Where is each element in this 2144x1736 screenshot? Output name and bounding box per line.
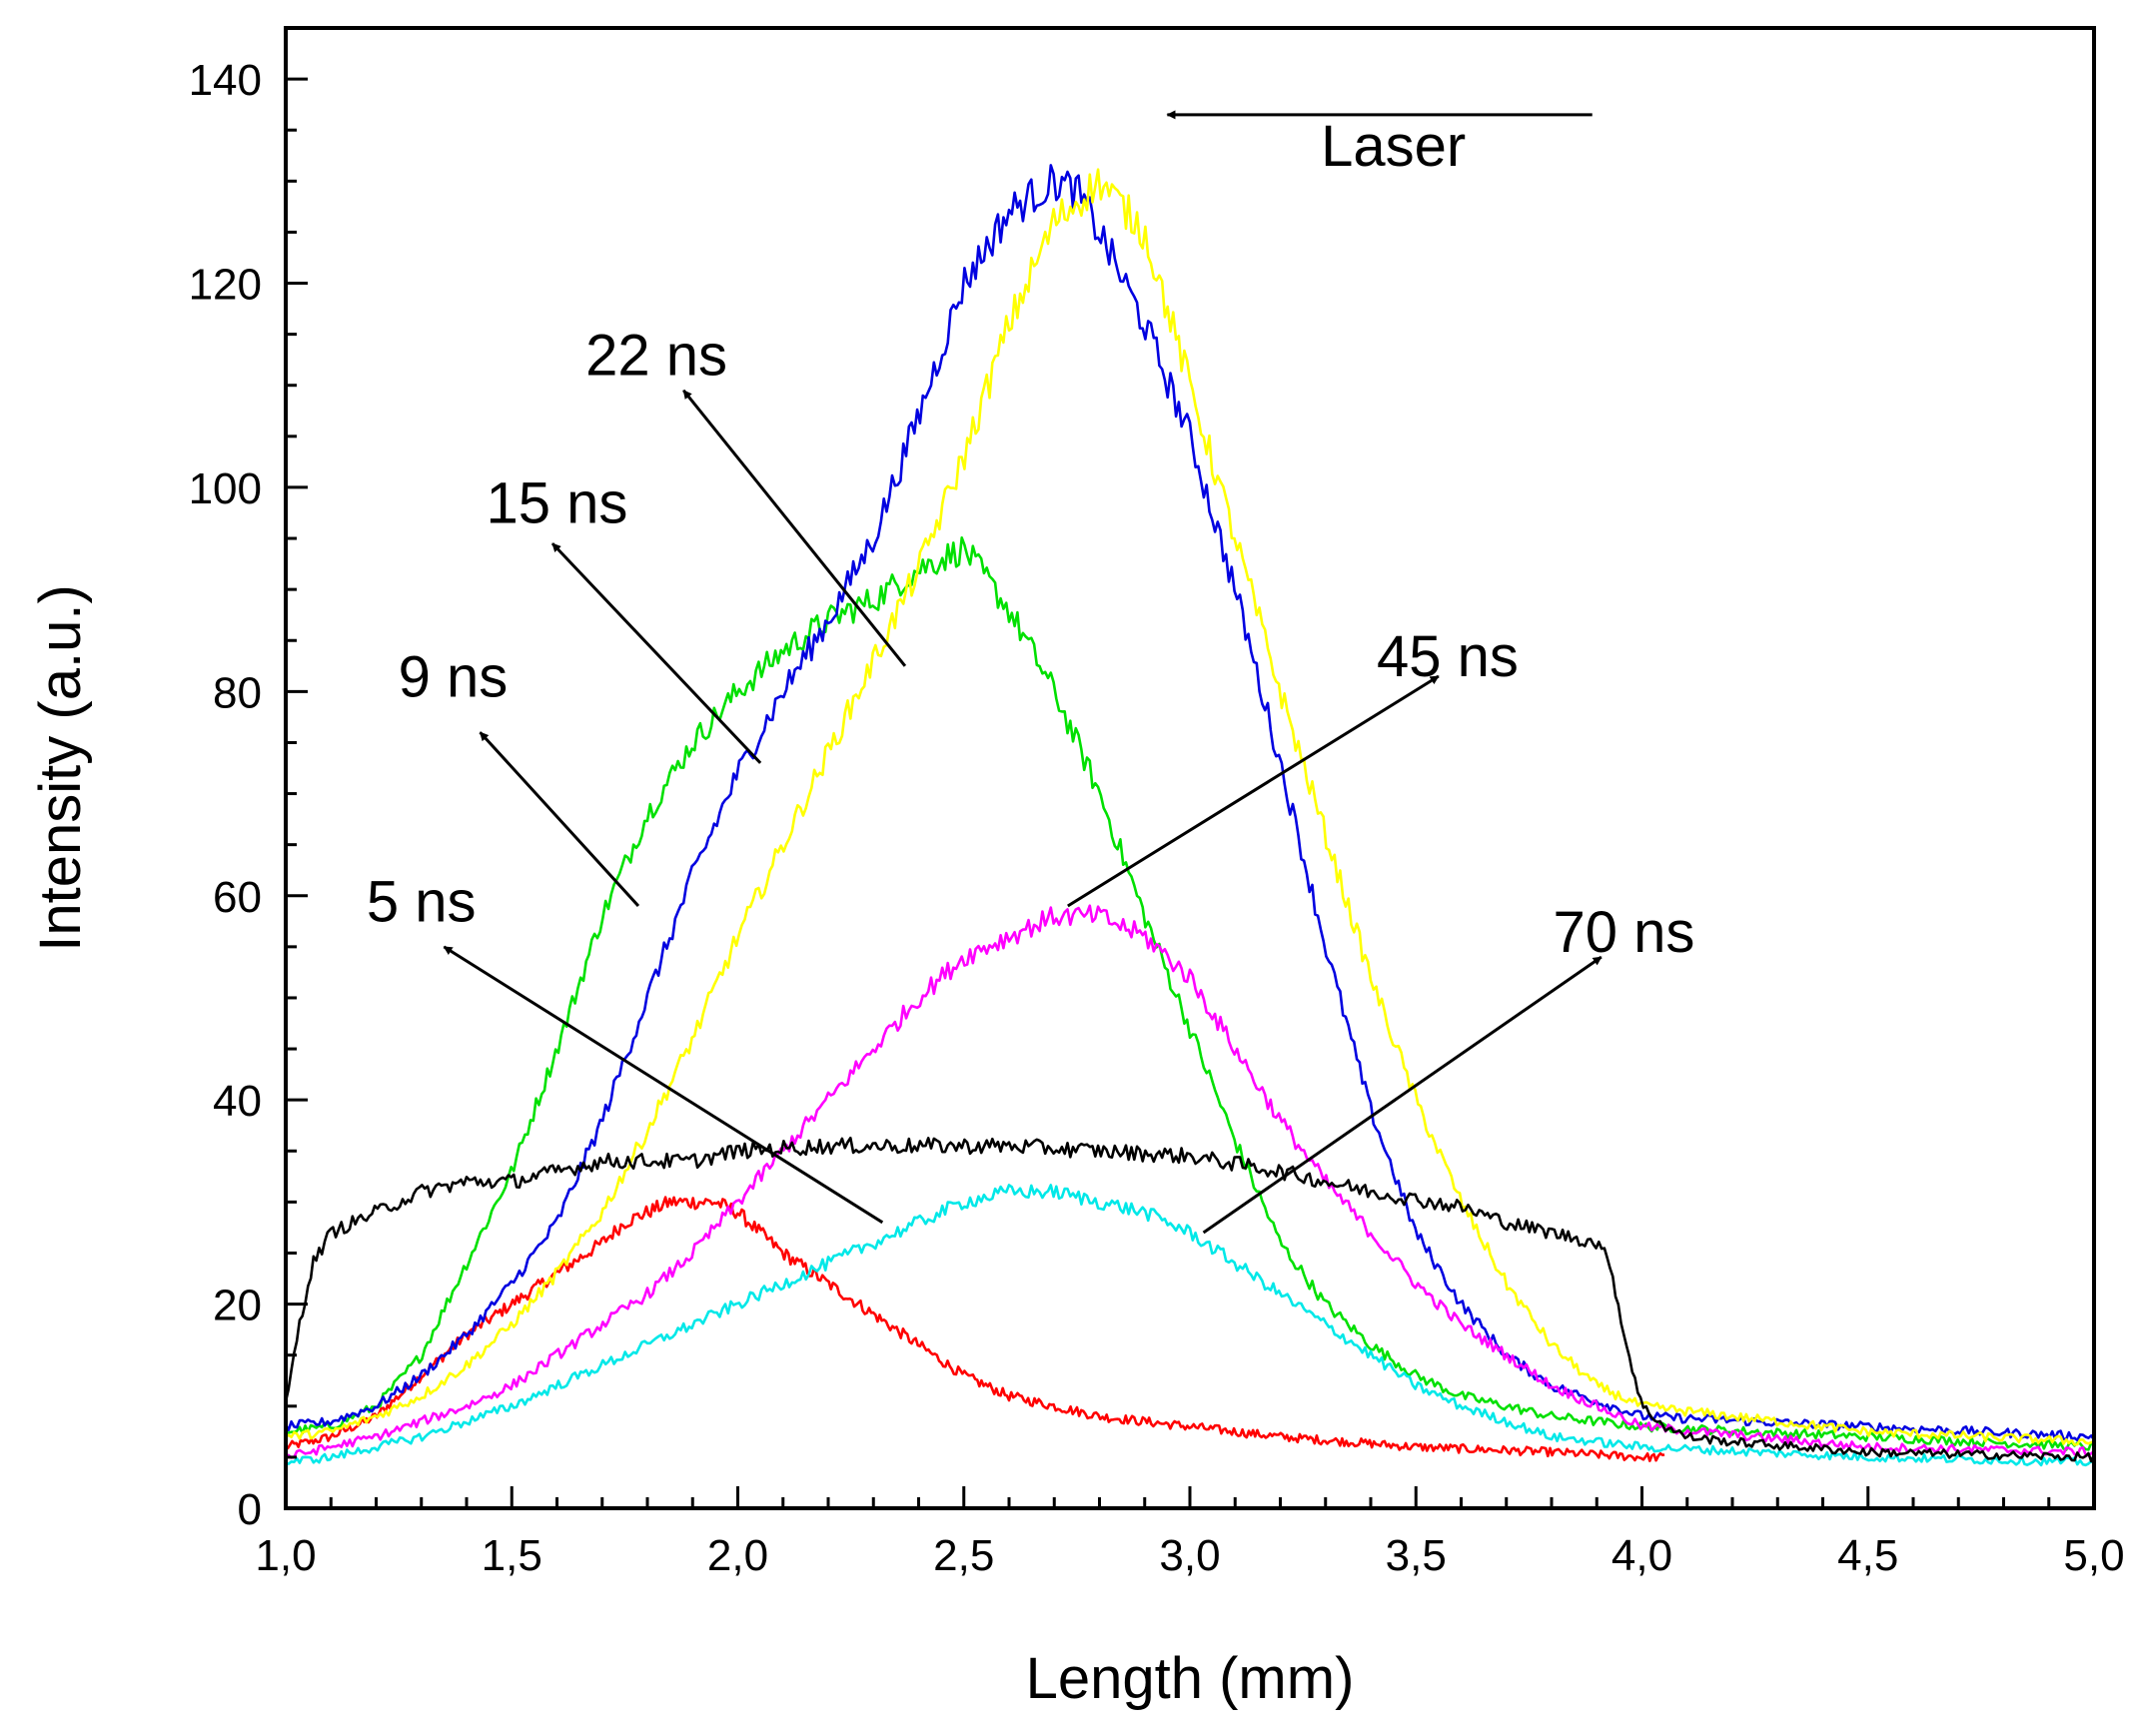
x-tick-label: 3,5 xyxy=(1386,1531,1447,1580)
y-tick-label: 140 xyxy=(189,56,262,105)
x-axis: 1,0 1,5 2,0 2,5 3,0 3,5 4,0 4,5 5,0 xyxy=(255,1486,2125,1580)
x-tick-label: 4,0 xyxy=(1611,1531,1672,1580)
series-layer xyxy=(284,164,2096,1467)
x-tick-label: 1,0 xyxy=(255,1531,316,1580)
y-tick-label: 60 xyxy=(213,873,262,922)
annotation-45-ns: 45 ns xyxy=(1377,624,1519,689)
annotation-arrow xyxy=(682,389,907,667)
x-tick-label: 2,0 xyxy=(707,1531,768,1580)
y-axis: 0 20 40 60 80 100 120 140 xyxy=(189,56,308,1534)
series-line-45-ns xyxy=(285,904,2095,1459)
annotation-arrow xyxy=(1202,955,1603,1235)
y-axis-title: Intensity (a.u.) xyxy=(28,584,93,951)
y-tick-label: 100 xyxy=(189,464,262,513)
annotation-layer: 5 ns 9 ns 15 ns 22 ns 45 ns 70 ns Laser xyxy=(367,110,1694,1235)
series-line-70-ns xyxy=(285,1184,2095,1467)
x-tick-label: 5,0 xyxy=(2063,1531,2124,1580)
series-line-22-ns xyxy=(285,168,2095,1446)
x-tick-label: 4,5 xyxy=(1837,1531,1898,1580)
x-tick-label: 1,5 xyxy=(482,1531,542,1580)
y-tick-label: 120 xyxy=(189,261,262,310)
x-tick-label: 3,0 xyxy=(1159,1531,1220,1580)
annotation-arrow xyxy=(1067,674,1440,908)
annotation-9-ns: 9 ns xyxy=(399,644,509,709)
y-tick-label: 20 xyxy=(213,1282,262,1330)
plot-area-frame xyxy=(284,26,2096,1510)
annotation-laser: Laser xyxy=(1321,114,1466,179)
annotation-22-ns: 22 ns xyxy=(585,324,727,389)
annotation-70-ns: 70 ns xyxy=(1553,900,1694,965)
x-tick-label: 2,5 xyxy=(933,1531,994,1580)
series-line-5-ns xyxy=(284,1196,1665,1462)
x-axis-title: Length (mm) xyxy=(1026,1646,1355,1711)
annotation-arrow xyxy=(479,731,640,907)
y-tick-label: 80 xyxy=(213,668,262,717)
annotation-arrow xyxy=(443,945,884,1225)
series-line-100-ns xyxy=(284,1136,2096,1463)
annotation-15-ns: 15 ns xyxy=(487,471,628,536)
y-tick-label: 40 xyxy=(213,1077,262,1126)
annotation-5-ns: 5 ns xyxy=(367,869,477,934)
y-tick-label: 0 xyxy=(238,1485,262,1534)
series-line-9-ns xyxy=(285,535,2095,1451)
series-line-15-ns xyxy=(284,164,2096,1442)
annotation-arrow xyxy=(550,542,762,764)
